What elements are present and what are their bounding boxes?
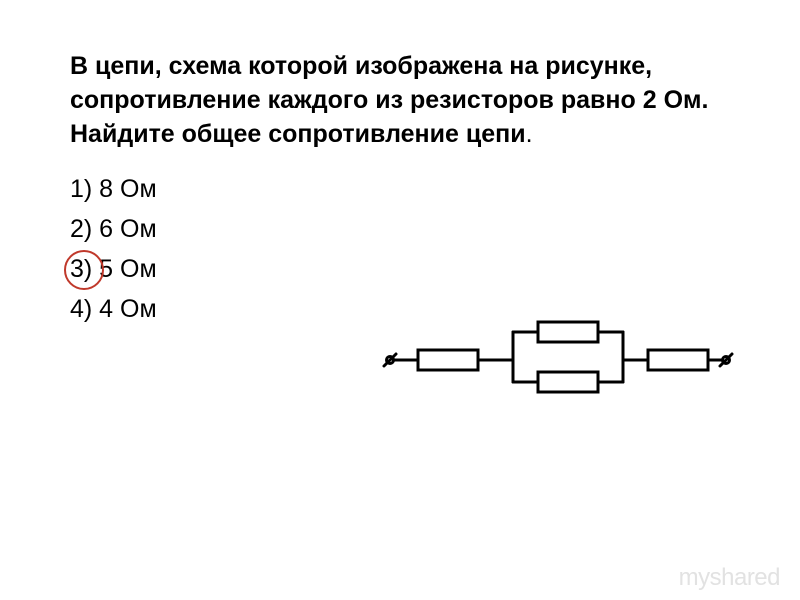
option-label: 2) 6 Ом bbox=[70, 215, 157, 243]
circuit-diagram bbox=[378, 300, 738, 430]
question-tail: . bbox=[526, 120, 533, 148]
question-bold: В цепи, схема которой изображена на рису… bbox=[70, 52, 708, 148]
circuit-svg bbox=[378, 300, 738, 420]
watermark-text: myshared bbox=[679, 564, 780, 592]
option-label: 1) 8 Ом bbox=[70, 175, 157, 203]
question-text: В цепи, схема которой изображена на рису… bbox=[70, 50, 730, 151]
option-label: 4) 4 Ом bbox=[70, 295, 157, 323]
option-label: 3) 5 Ом bbox=[70, 255, 157, 283]
option-1: 1) 8 Ом bbox=[70, 169, 730, 209]
option-3: 3) 5 Ом bbox=[70, 249, 730, 289]
option-2: 2) 6 Ом bbox=[70, 209, 730, 249]
